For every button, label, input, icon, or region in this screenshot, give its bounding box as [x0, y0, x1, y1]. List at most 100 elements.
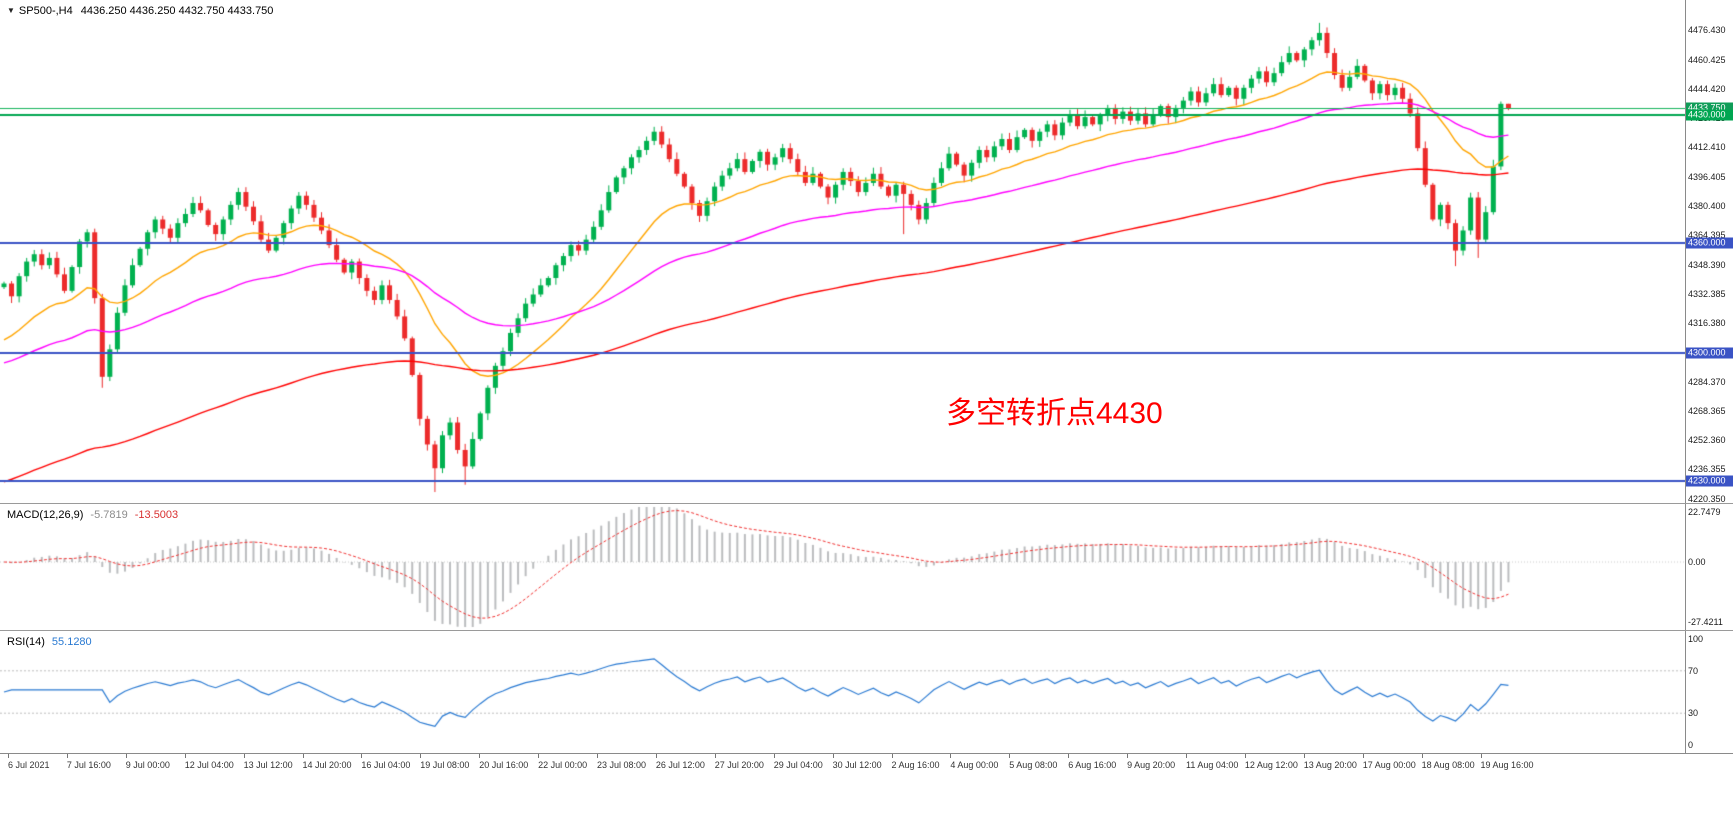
time-axis-tick [597, 754, 598, 758]
price-axis-label: 4284.370 [1688, 376, 1726, 387]
price-axis-label: 4236.355 [1688, 464, 1726, 475]
price-axis-label: 4268.365 [1688, 405, 1726, 416]
rsi-axis-label: 0 [1688, 740, 1694, 750]
price-panel: 4476.4304460.4254444.4204428.4154412.410… [0, 0, 1733, 504]
time-axis-label: 20 Jul 16:00 [479, 760, 529, 770]
time-axis[interactable]: 6 Jul 2021 7 Jul 16:00 9 Jul 00:00 12 Jul 0… [0, 753, 1733, 778]
price-axis-label: 4380.400 [1688, 200, 1726, 211]
time-axis-label: 17 Aug 00:00 [1362, 760, 1416, 770]
time-axis-tick [184, 754, 186, 758]
time-axis-label: 29 Jul 04:00 [773, 760, 823, 770]
macd-panel: 22.7479 0.00 -27.4211 MACD(12,26,9) -5.7819… [0, 504, 1733, 630]
price-axis-label: 4364.395 [1688, 230, 1726, 241]
time-axis-label: 19 Jul 08:00 [420, 760, 470, 770]
time-axis-label: 22 Jul 00:00 [538, 760, 588, 770]
rsi-value: 55.1280 [51, 636, 92, 648]
price-tag-4230.000: 4230.000 [1686, 475, 1733, 487]
time-axis-tick [1009, 754, 1011, 758]
time-axis-label: 2 Aug 16:00 [891, 760, 940, 770]
time-axis-tick [66, 754, 68, 758]
time-axis-tick [832, 754, 834, 758]
chart-symbol-label: SP500-,H4 [18, 5, 73, 17]
time-axis-tick [538, 754, 540, 758]
price-axis[interactable]: 4476.4304460.4254444.4204428.4154412.410… [1685, 0, 1733, 504]
price-axis-label: 4252.360 [1688, 435, 1726, 446]
time-axis-tick [1303, 754, 1305, 758]
time-axis-tick [1362, 754, 1364, 758]
rsi-axis[interactable]: 100 70 30 0 [1685, 631, 1733, 753]
price-axis-label: 4220.350 [1688, 493, 1726, 504]
macd-chart-canvas[interactable] [0, 504, 1685, 630]
price-chart-canvas[interactable] [0, 0, 1685, 503]
price-tag-4433.750: 4433.750 [1686, 102, 1733, 114]
chart-ohlc-values: 4436.250 4436.250 4432.750 4433.750 [80, 5, 274, 17]
time-axis-label: 27 Jul 20:00 [714, 760, 764, 770]
rsi-axis-label: 30 [1688, 708, 1699, 719]
macd-signal-value: -13.5003 [134, 509, 179, 521]
price-tag-4300.000: 4300.000 [1686, 347, 1733, 359]
rsi-indicator-label: RSI(14) [7, 636, 45, 648]
time-axis-tick [1480, 754, 1482, 758]
panel-divider[interactable] [0, 503, 1733, 504]
price-axis-label: 4348.390 [1688, 259, 1726, 270]
panel-divider[interactable] [0, 630, 1733, 631]
macd-header: MACD(12,26,9) -5.7819 -13.5003 [7, 509, 178, 521]
price-axis-label: 4412.410 [1688, 142, 1726, 153]
time-axis-label: 14 Jul 20:00 [302, 760, 352, 770]
time-axis-label: 26 Jul 12:00 [655, 760, 705, 770]
price-tag-4360.000: 4360.000 [1686, 237, 1733, 249]
time-axis-tick [891, 754, 893, 758]
time-axis-label: 16 Jul 04:00 [361, 760, 411, 770]
time-axis-tick [1244, 754, 1246, 758]
price-axis-label: 4444.420 [1688, 83, 1726, 94]
time-axis-tick [714, 754, 716, 758]
rsi-chart-canvas[interactable] [0, 631, 1685, 753]
price-axis-label: 4332.385 [1688, 288, 1726, 299]
price-axis-label: 4460.425 [1688, 54, 1726, 65]
rsi-axis-label: 70 [1688, 665, 1699, 676]
time-axis-tick [773, 754, 775, 758]
time-axis-label: 9 Aug 20:00 [1127, 760, 1176, 770]
time-axis-tick [1186, 754, 1187, 758]
time-axis-label: 30 Jul 12:00 [832, 760, 882, 770]
time-axis-label: 5 Aug 08:00 [1009, 760, 1058, 770]
time-axis-label: 6 Jul 2021 [8, 760, 50, 770]
time-axis-label: 19 Aug 16:00 [1480, 760, 1534, 770]
macd-main-value: -5.7819 [90, 509, 128, 521]
time-axis-label: 13 Aug 20:00 [1303, 760, 1357, 770]
rsi-header: RSI(14) 55.1280 [7, 636, 92, 648]
macd-axis-label: -27.4211 [1688, 617, 1723, 627]
collapse-chart-icon[interactable]: ▼ [7, 6, 15, 15]
time-axis-tick [479, 754, 481, 758]
chart-annotation[interactable]: 多空转折点4430 [946, 397, 1163, 430]
time-axis-tick [243, 754, 245, 758]
price-axis-label: 4316.380 [1688, 318, 1726, 329]
time-axis-tick [420, 754, 422, 758]
macd-indicator-label: MACD(12,26,9) [7, 509, 84, 521]
time-axis-label: 6 Aug 16:00 [1068, 760, 1117, 770]
time-axis-tick [361, 754, 363, 758]
price-axis-label: 4396.405 [1688, 171, 1726, 182]
time-axis-tick [1421, 754, 1423, 758]
time-axis-tick [125, 754, 127, 758]
time-axis-label: 9 Jul 00:00 [125, 760, 170, 770]
rsi-axis-label: 100 [1688, 634, 1704, 644]
price-axis-label: 4476.430 [1688, 25, 1726, 36]
macd-axis-label: 22.7479 [1688, 507, 1721, 517]
time-axis-tick [302, 754, 304, 758]
time-axis-label: 12 Aug 12:00 [1244, 760, 1298, 770]
price-tag-4430.000: 4430.000 [1686, 109, 1733, 121]
time-axis-label: 13 Jul 12:00 [243, 760, 293, 770]
time-axis-label: 7 Jul 16:00 [66, 760, 111, 770]
time-axis-tick [1127, 754, 1129, 758]
time-axis-tick [1068, 754, 1070, 758]
rsi-panel: 100 70 30 0 RSI(14) 55.1280 [0, 631, 1733, 753]
time-axis-label: 11 Aug 04:00 [1186, 760, 1239, 770]
time-axis-label: 23 Jul 08:00 [597, 760, 647, 770]
macd-axis-label: 0.00 [1688, 557, 1706, 567]
macd-axis[interactable]: 22.7479 0.00 -27.4211 [1685, 504, 1733, 630]
chart-title: ▼ SP500-,H4 4436.250 4436.250 4432.750 443… [7, 5, 273, 17]
time-axis-tick [655, 754, 657, 758]
time-axis-label: 18 Aug 08:00 [1421, 760, 1475, 770]
